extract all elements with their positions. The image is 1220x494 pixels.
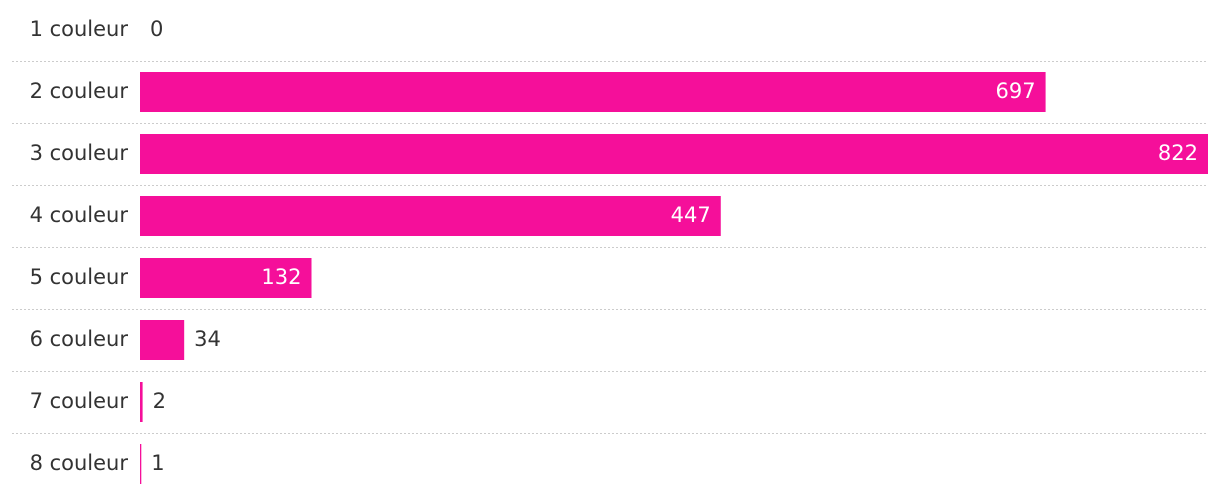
bar bbox=[140, 444, 142, 484]
category-label: 1 couleur bbox=[30, 17, 129, 41]
category-label: 7 couleur bbox=[30, 389, 129, 413]
category-label: 4 couleur bbox=[30, 203, 129, 227]
value-label: 697 bbox=[995, 79, 1035, 103]
value-label: 0 bbox=[150, 17, 163, 41]
value-label: 1 bbox=[151, 451, 164, 475]
bar bbox=[140, 72, 1046, 112]
value-label: 34 bbox=[194, 327, 221, 351]
category-label: 3 couleur bbox=[30, 141, 129, 165]
value-label: 822 bbox=[1158, 141, 1198, 165]
bar bbox=[140, 382, 143, 422]
bar bbox=[140, 320, 185, 360]
value-label: 132 bbox=[261, 265, 301, 289]
category-label: 5 couleur bbox=[30, 265, 129, 289]
category-label: 8 couleur bbox=[30, 451, 129, 475]
value-label: 447 bbox=[671, 203, 711, 227]
category-label: 2 couleur bbox=[30, 79, 129, 103]
category-label: 6 couleur bbox=[30, 327, 129, 351]
bar bbox=[140, 258, 312, 298]
bar bbox=[140, 196, 721, 236]
bar bbox=[140, 134, 1208, 174]
value-label: 2 bbox=[153, 389, 166, 413]
